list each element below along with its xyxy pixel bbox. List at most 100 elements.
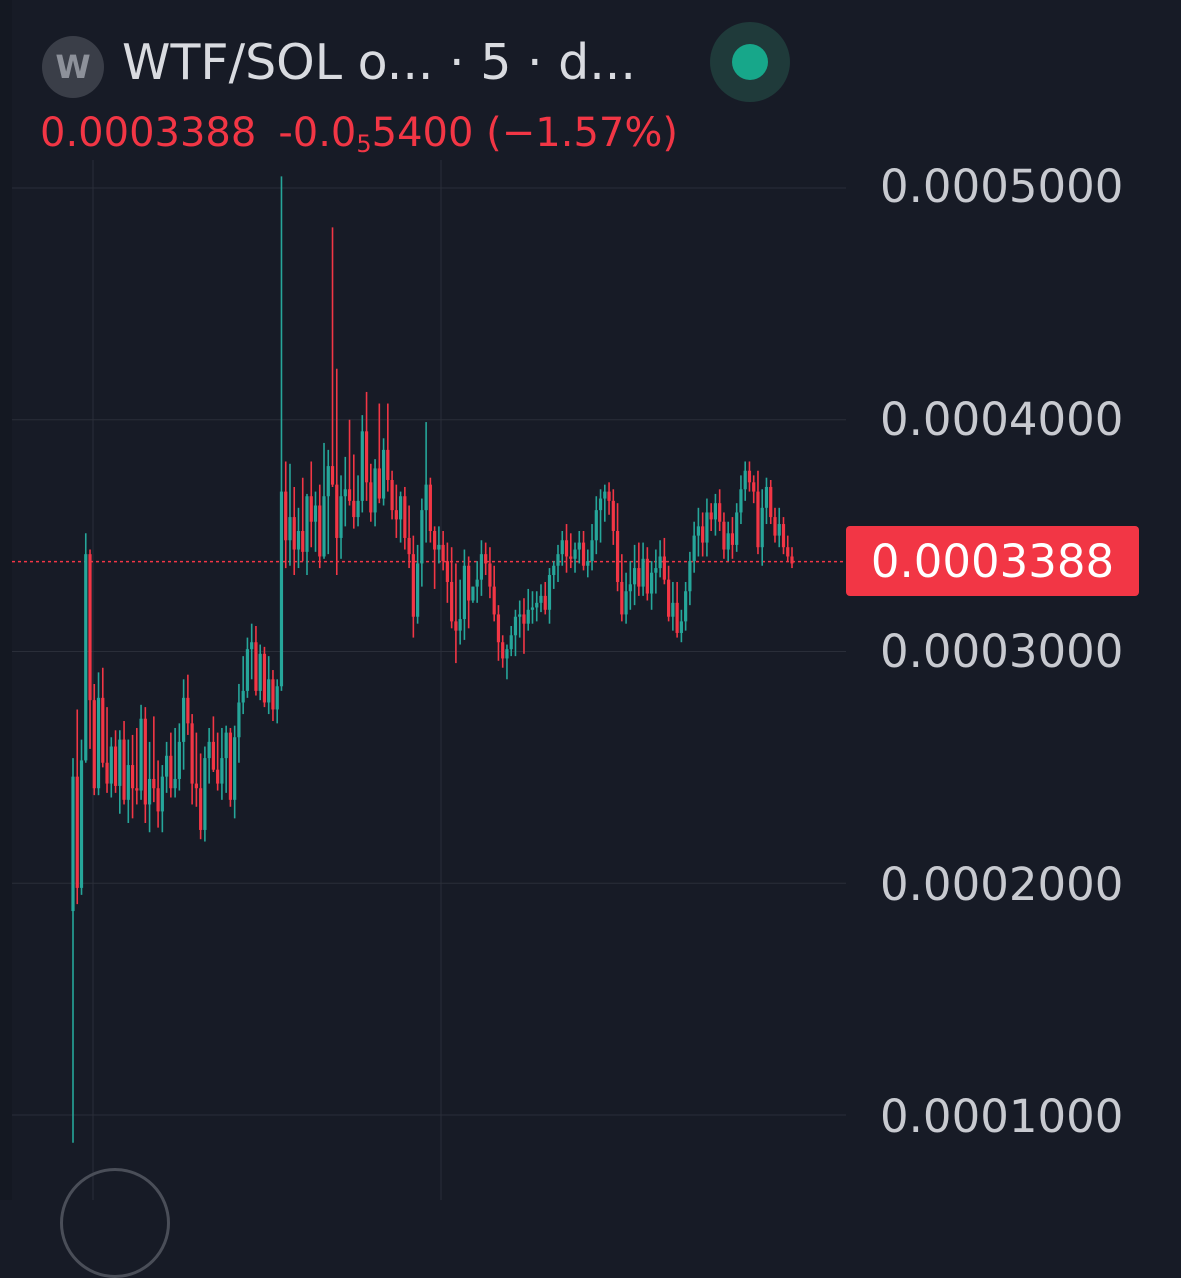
candle-body [301,530,305,552]
candlestick-chart[interactable] [0,0,1181,1200]
candle [496,605,501,661]
y-axis-label: 0.0004000 [880,393,1124,446]
candle [709,503,713,531]
coin-logo: W [42,36,104,98]
candle [118,730,122,814]
candle [564,524,569,573]
candle [292,486,296,576]
candle-body [411,554,415,617]
candle [182,679,186,770]
left-edge-strip [0,0,12,1200]
candle-body [160,776,164,812]
candle-body [237,702,241,738]
candle [671,581,675,631]
candle-body [654,568,658,573]
candle [747,461,752,492]
candle [177,723,181,791]
candle-body [71,776,75,912]
candle [313,491,318,552]
candle [479,540,484,596]
candle [556,544,560,582]
candle [356,475,360,527]
candle [620,554,624,622]
candle-body [190,723,194,784]
candle-body [777,524,781,536]
candle-body [662,556,666,580]
candle [437,526,441,564]
candle-body [258,653,262,691]
price-change: -0.055400 (−1.57%) [278,110,678,158]
candle-body [667,579,671,617]
candle-body [620,581,624,615]
candle [403,486,407,550]
candle [675,581,679,638]
candle-body [692,535,696,562]
candle-body [164,755,169,777]
candle-body [182,697,186,742]
candle-body [709,512,713,520]
candle [718,489,722,531]
candle [705,498,709,557]
candle-body [139,718,143,791]
candle-body [177,741,181,779]
candle-body [373,468,377,513]
candle [632,544,637,606]
candle [194,732,198,807]
candle-body [467,565,471,601]
candle [139,704,143,800]
candle-body [611,500,615,531]
candle [781,517,786,555]
live-status-indicator[interactable] [710,22,790,102]
candle [250,623,254,680]
candle-body [271,679,275,710]
candle-body [313,505,318,522]
candle-body [628,584,632,592]
chart-grid [12,160,846,1200]
candle-body [496,614,501,643]
candle [330,227,335,487]
candle-body [386,449,390,481]
candle [92,683,96,796]
candle-body [543,595,547,610]
candle [71,758,75,1143]
candle-body [416,563,420,617]
candle [756,470,760,555]
candle [624,572,628,624]
candle [786,535,790,562]
candle [224,725,228,793]
candle [271,670,275,722]
candle [262,646,267,708]
last-price-badge: 0.0003388 [846,526,1139,596]
candle-body [207,741,211,759]
candle-body [347,489,352,501]
candle-body [118,739,122,786]
candle [471,586,475,603]
candle [450,547,454,629]
symbol-title[interactable]: WTF/SOL o... · 5 · d... [122,34,636,91]
candle-body [530,607,535,610]
candle-body [590,540,594,562]
candle [458,579,462,645]
candle [318,484,322,569]
candle [411,535,415,638]
candle [739,475,743,525]
candle-body [471,586,475,601]
price-change-line: 0.0003388 -0.055400 (−1.57%) [40,110,678,158]
candle [288,463,292,566]
scroll-handle-icon[interactable] [60,1168,170,1278]
candle [475,561,479,603]
candle-body [615,530,620,582]
candle-body [203,758,207,830]
candle-body [305,496,309,552]
candle-body [641,558,645,587]
candle [641,542,645,596]
candle [594,496,598,555]
candle-body [786,547,790,557]
candle-body [75,776,79,888]
candle [109,737,113,798]
candle-body [573,549,577,559]
candle-body [454,621,458,631]
candle-body [684,591,688,622]
candle-body [492,586,496,615]
candle [416,544,420,624]
